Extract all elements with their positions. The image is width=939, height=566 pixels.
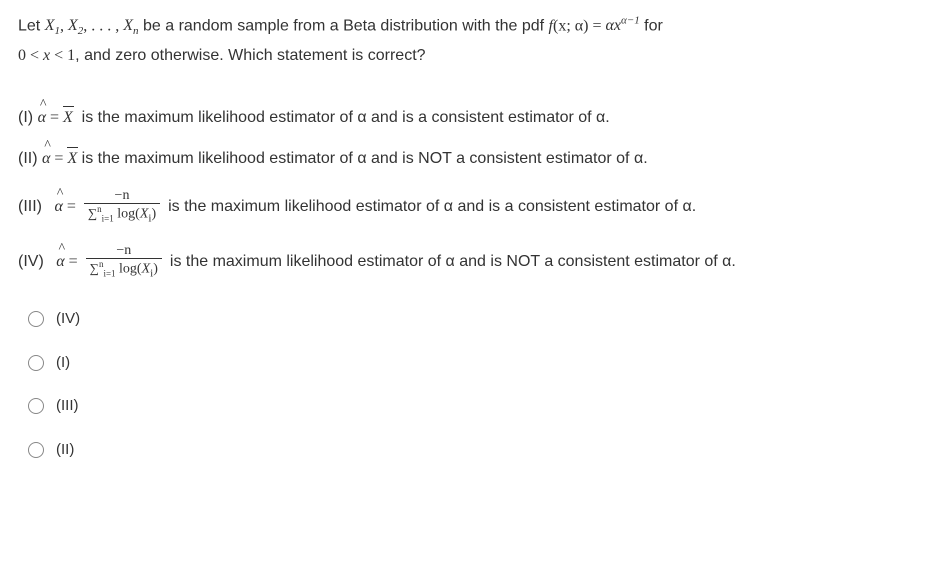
stmt-label: (IV) [18,250,44,273]
fraction: −n ∑ni=1 log(Xi) [84,188,160,225]
option-i[interactable]: (I) [28,352,921,374]
question-intro: Let X1, X2, . . . , Xn be a random sampl… [18,14,921,40]
radio-icon[interactable] [28,311,44,327]
option-label: (II) [56,439,74,461]
option-iii[interactable]: (III) [28,395,921,417]
stmt-text: is the maximum likelihood estimator of α… [77,109,610,126]
statement-iii: (III) α = −n ∑ni=1 log(Xi) is the maximu… [18,188,921,225]
frac-den: ∑ni=1 log(Xi) [84,203,160,225]
range-low: 0 [18,47,26,64]
lt1: < [26,47,43,64]
option-iv[interactable]: (IV) [28,308,921,330]
frac-den: ∑ni=1 log(Xi) [86,258,162,280]
pdf-rhs: αxα−1 [606,17,640,34]
intro-line2: , and zero otherwise. Which statement is… [75,47,425,64]
stmt-text: is the maximum likelihood estimator of α… [170,250,736,273]
statement-iv: (IV) α = −n ∑ni=1 log(Xi) is the maximum… [18,243,921,280]
question-intro-line2: 0 < x < 1, and zero otherwise. Which sta… [18,44,921,67]
eq: = [46,109,63,126]
x-bar: X [63,106,73,129]
option-label: (I) [56,352,70,374]
option-label: (IV) [56,308,80,330]
radio-icon[interactable] [28,355,44,371]
pdf-args: (x; α) [553,17,588,34]
alpha-hat: α [56,250,64,273]
stmt-label: (II) [18,150,38,167]
frac-num: −n [111,188,134,203]
option-ii[interactable]: (II) [28,439,921,461]
comma: , [60,17,68,34]
alpha-hat: α [38,106,46,129]
range-hi: 1 [67,47,75,64]
intro-for: for [640,17,663,34]
alpha-hat: α [42,147,50,170]
var-x1: X1 [45,17,60,34]
eq: = [50,150,67,167]
radio-icon[interactable] [28,398,44,414]
dots: , . . . , [83,17,123,34]
eq: = [67,195,76,218]
frac-num: −n [112,243,135,258]
intro-text-b: be a random sample from a Beta distribut… [139,17,549,34]
pdf-eq: = [588,17,605,34]
var-x2: X2 [68,17,83,34]
var-xn: Xn [123,17,138,34]
x-bar: X [67,147,77,170]
stmt-text: is the maximum likelihood estimator of α… [77,150,647,167]
answer-options: (IV) (I) (III) (II) [18,308,921,461]
radio-icon[interactable] [28,442,44,458]
statements-block: (I) α = X is the maximum likelihood esti… [18,106,921,280]
alpha-hat: α [54,195,62,218]
intro-text: Let [18,17,45,34]
lt2: < [50,47,67,64]
stmt-label: (I) [18,109,33,126]
stmt-label: (III) [18,195,42,218]
option-label: (III) [56,395,79,417]
statement-i: (I) α = X is the maximum likelihood esti… [18,106,921,129]
fraction: −n ∑ni=1 log(Xi) [86,243,162,280]
eq: = [69,250,78,273]
stmt-text: is the maximum likelihood estimator of α… [168,195,696,218]
statement-ii: (II) α = X is the maximum likelihood est… [18,147,921,170]
